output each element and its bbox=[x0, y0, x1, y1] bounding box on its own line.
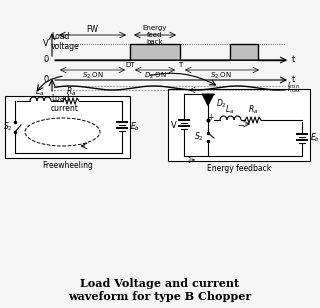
Text: DT: DT bbox=[125, 62, 135, 68]
Text: $S_2$ ON: $S_2$ ON bbox=[210, 71, 232, 81]
Text: Load
voltage: Load voltage bbox=[51, 32, 80, 51]
Text: $R_a$: $R_a$ bbox=[66, 85, 76, 98]
Text: t: t bbox=[292, 75, 295, 84]
Text: −: − bbox=[237, 121, 244, 131]
Text: $R_a$: $R_a$ bbox=[248, 104, 258, 116]
Text: $E_b$: $E_b$ bbox=[130, 121, 140, 133]
Text: Energy feedback: Energy feedback bbox=[207, 164, 271, 173]
Text: $S_2$: $S_2$ bbox=[194, 131, 204, 143]
Text: 0: 0 bbox=[44, 75, 49, 84]
Text: $D_2$: $D_2$ bbox=[216, 98, 227, 110]
Text: $D_2$ ON: $D_2$ ON bbox=[144, 71, 166, 81]
Polygon shape bbox=[202, 94, 214, 106]
Text: T: T bbox=[178, 62, 182, 68]
Text: Freewheeling: Freewheeling bbox=[42, 161, 93, 170]
Bar bbox=[168, 89, 310, 161]
Bar bbox=[5, 96, 130, 158]
Text: $S_2$: $S_2$ bbox=[3, 121, 13, 133]
Text: $L_a$: $L_a$ bbox=[36, 85, 44, 98]
Text: t: t bbox=[292, 55, 295, 64]
Text: Energy
feed
back: Energy feed back bbox=[143, 25, 167, 45]
Text: Load
current: Load current bbox=[51, 94, 79, 113]
Text: $E_b$: $E_b$ bbox=[310, 132, 320, 144]
Text: Load Voltage and current
waveform for type B Chopper: Load Voltage and current waveform for ty… bbox=[68, 278, 252, 302]
Text: $L_a$: $L_a$ bbox=[225, 104, 235, 116]
Text: FW: FW bbox=[87, 25, 99, 34]
Bar bbox=[130, 44, 180, 60]
Text: $S_2$ ON: $S_2$ ON bbox=[82, 71, 103, 81]
Text: V: V bbox=[43, 38, 49, 47]
Text: 0: 0 bbox=[44, 55, 49, 64]
Text: +: + bbox=[207, 114, 213, 123]
Text: V: V bbox=[171, 120, 177, 129]
Text: $I_{min}$: $I_{min}$ bbox=[287, 81, 300, 91]
Bar bbox=[230, 44, 258, 60]
Text: $I_{max}$: $I_{max}$ bbox=[287, 85, 302, 95]
